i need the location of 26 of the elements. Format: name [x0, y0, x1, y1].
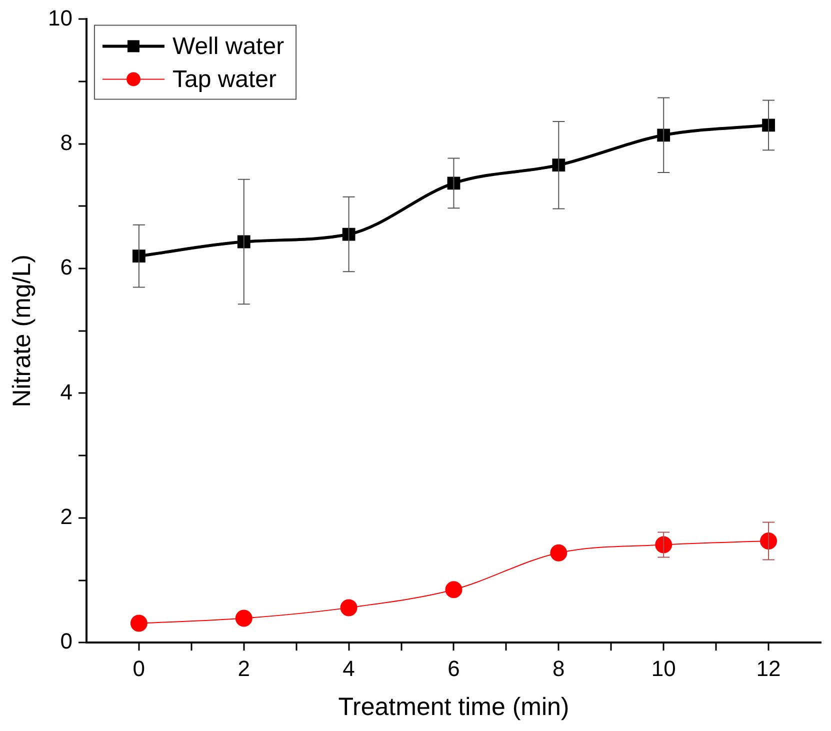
y-tick-label: 10 [48, 5, 72, 30]
x-tick-label: 10 [651, 656, 676, 681]
x-axis-title: Treatment time (min) [338, 692, 570, 721]
y-tick-label: 2 [60, 504, 72, 529]
legend-label: Tap water [172, 66, 277, 93]
x-tick-label: 12 [756, 656, 781, 681]
x-tick-label: 2 [238, 656, 250, 681]
point [762, 118, 775, 132]
y-tick-label: 8 [60, 130, 72, 155]
point [445, 581, 462, 598]
y-tick-label: 0 [60, 628, 72, 654]
point [550, 544, 568, 562]
y-tick-label: 6 [60, 254, 72, 280]
point [235, 610, 252, 627]
point [655, 536, 672, 554]
x-tick-label: 4 [342, 656, 355, 681]
x-tick-label: 8 [552, 656, 565, 681]
point [760, 532, 778, 550]
point [132, 250, 146, 263]
legend-label: Well water [172, 32, 284, 60]
y-tick-label: 4 [60, 379, 72, 404]
x-tick-label: 0 [132, 656, 146, 681]
point [130, 614, 148, 632]
y-axis-title: Nitrate (mg/L) [8, 254, 36, 408]
x-tick-label: 6 [448, 656, 460, 681]
point [340, 599, 358, 616]
